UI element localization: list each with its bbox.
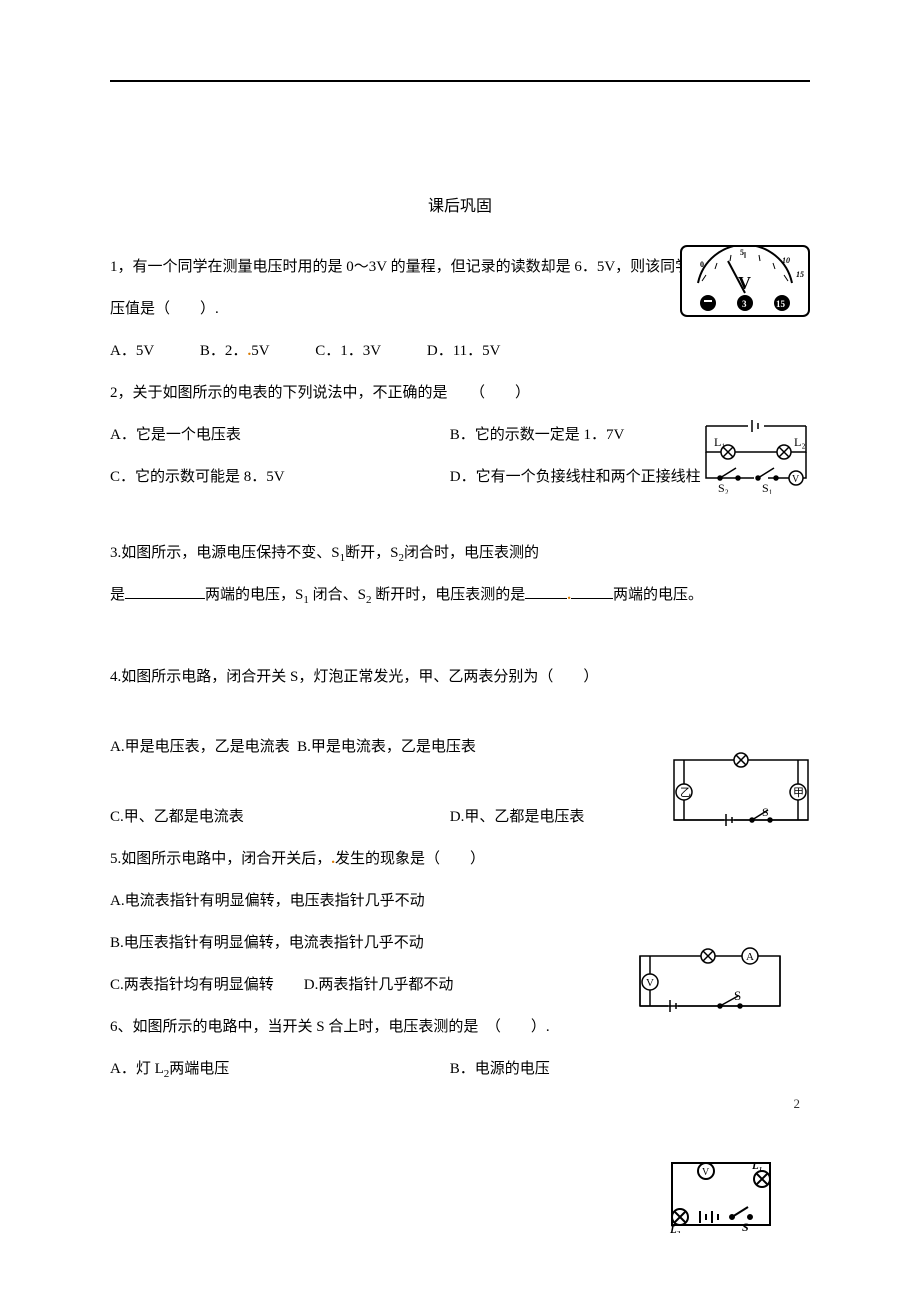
q1-opt-d: D．11．5V xyxy=(427,330,501,372)
section-title: 课后巩固 xyxy=(110,192,810,216)
svg-text:甲: 甲 xyxy=(793,787,804,799)
svg-text:5: 5 xyxy=(740,248,744,257)
svg-text:L₁: L₁ xyxy=(751,1160,763,1172)
q6-opt-b: B．电源的电压 xyxy=(450,1048,786,1090)
header-rule xyxy=(110,80,810,82)
svg-text:V: V xyxy=(738,273,751,293)
q3-line2: 是两端的电压，S1 闭合、S2 断开时，电压表测的是.两端的电压。 xyxy=(110,574,810,616)
svg-text:乙: 乙 xyxy=(680,786,691,799)
svg-text:S: S xyxy=(762,805,769,819)
q6-options: A．灯 L2两端电压 B．电源的电压 xyxy=(110,1048,810,1090)
q5-opt-d: D.两表指针几乎都不动 xyxy=(304,977,454,993)
q2-opt-c: C．它的示数可能是 8．5V xyxy=(110,456,446,498)
q4-opt-b: B.甲是电流表，乙是电压表 xyxy=(297,739,476,755)
page-number: 2 xyxy=(794,1096,801,1112)
svg-text:S₂: S₂ xyxy=(718,481,729,494)
q2-opt-a: A．它是一个电压表 xyxy=(110,414,446,456)
svg-text:15: 15 xyxy=(796,270,804,279)
circuit-q4-figure: 乙 甲 S xyxy=(666,752,816,832)
svg-text:V: V xyxy=(702,1167,710,1178)
q4-opt-c: C.甲、乙都是电流表 xyxy=(110,796,446,838)
blank xyxy=(125,583,205,599)
blank xyxy=(525,583,567,599)
svg-text:15: 15 xyxy=(776,299,786,309)
circuit-q3-figure: L₁ L₂ S₂ S₁ V xyxy=(696,414,816,494)
q4-stem: 4.如图所示电路，闭合开关 S，灯泡正常发光，甲、乙两表分别为（ ） xyxy=(110,656,810,698)
svg-text:L₁: L₁ xyxy=(714,435,726,449)
q4-opt-a: A.甲是电压表，乙是电流表 xyxy=(110,739,290,755)
circuit-q5-figure: V A S xyxy=(630,946,790,1026)
voltmeter-figure: 0 5 10 15 V 3 15 xyxy=(680,245,810,317)
q3-line1: 3.如图所示，电源电压保持不变、S1断开，S2闭合时，电压表测的 xyxy=(110,532,810,574)
svg-text:10: 10 xyxy=(782,256,790,265)
q1-opt-a: A．5V xyxy=(110,330,154,372)
q1-options: A．5V B．2．.5V C．1．3V D．11．5V xyxy=(110,330,810,372)
svg-text:3: 3 xyxy=(742,299,747,309)
svg-text:0: 0 xyxy=(700,260,704,269)
svg-text:S: S xyxy=(742,1220,749,1233)
svg-text:S₁: S₁ xyxy=(762,481,773,494)
circuit-q6-figure: V L₁ L₂ S xyxy=(666,1157,776,1233)
q6-opt-a: A．灯 L2两端电压 xyxy=(110,1048,446,1090)
svg-text:L₂: L₂ xyxy=(669,1224,681,1233)
svg-text:L₂: L₂ xyxy=(794,435,806,449)
svg-text:S: S xyxy=(734,988,741,1003)
q1-opt-b: B．2．.5V xyxy=(200,330,270,372)
svg-text:V: V xyxy=(646,977,654,989)
q5-opt-c: C.两表指针均有明显偏转 xyxy=(110,977,274,993)
q5-stem: 5.如图所示电路中，闭合开关后，.发生的现象是（ ） xyxy=(110,838,810,880)
blank xyxy=(571,583,613,599)
svg-text:A: A xyxy=(746,951,754,963)
svg-text:V: V xyxy=(792,474,800,485)
q1-opt-c: C．1．3V xyxy=(315,330,381,372)
q2-stem: 2，关于如图所示的电表的下列说法中，不正确的是 （ ） xyxy=(110,372,810,414)
q5-opt-a: A.电流表指针有明显偏转，电压表指针几乎不动 xyxy=(110,880,810,922)
